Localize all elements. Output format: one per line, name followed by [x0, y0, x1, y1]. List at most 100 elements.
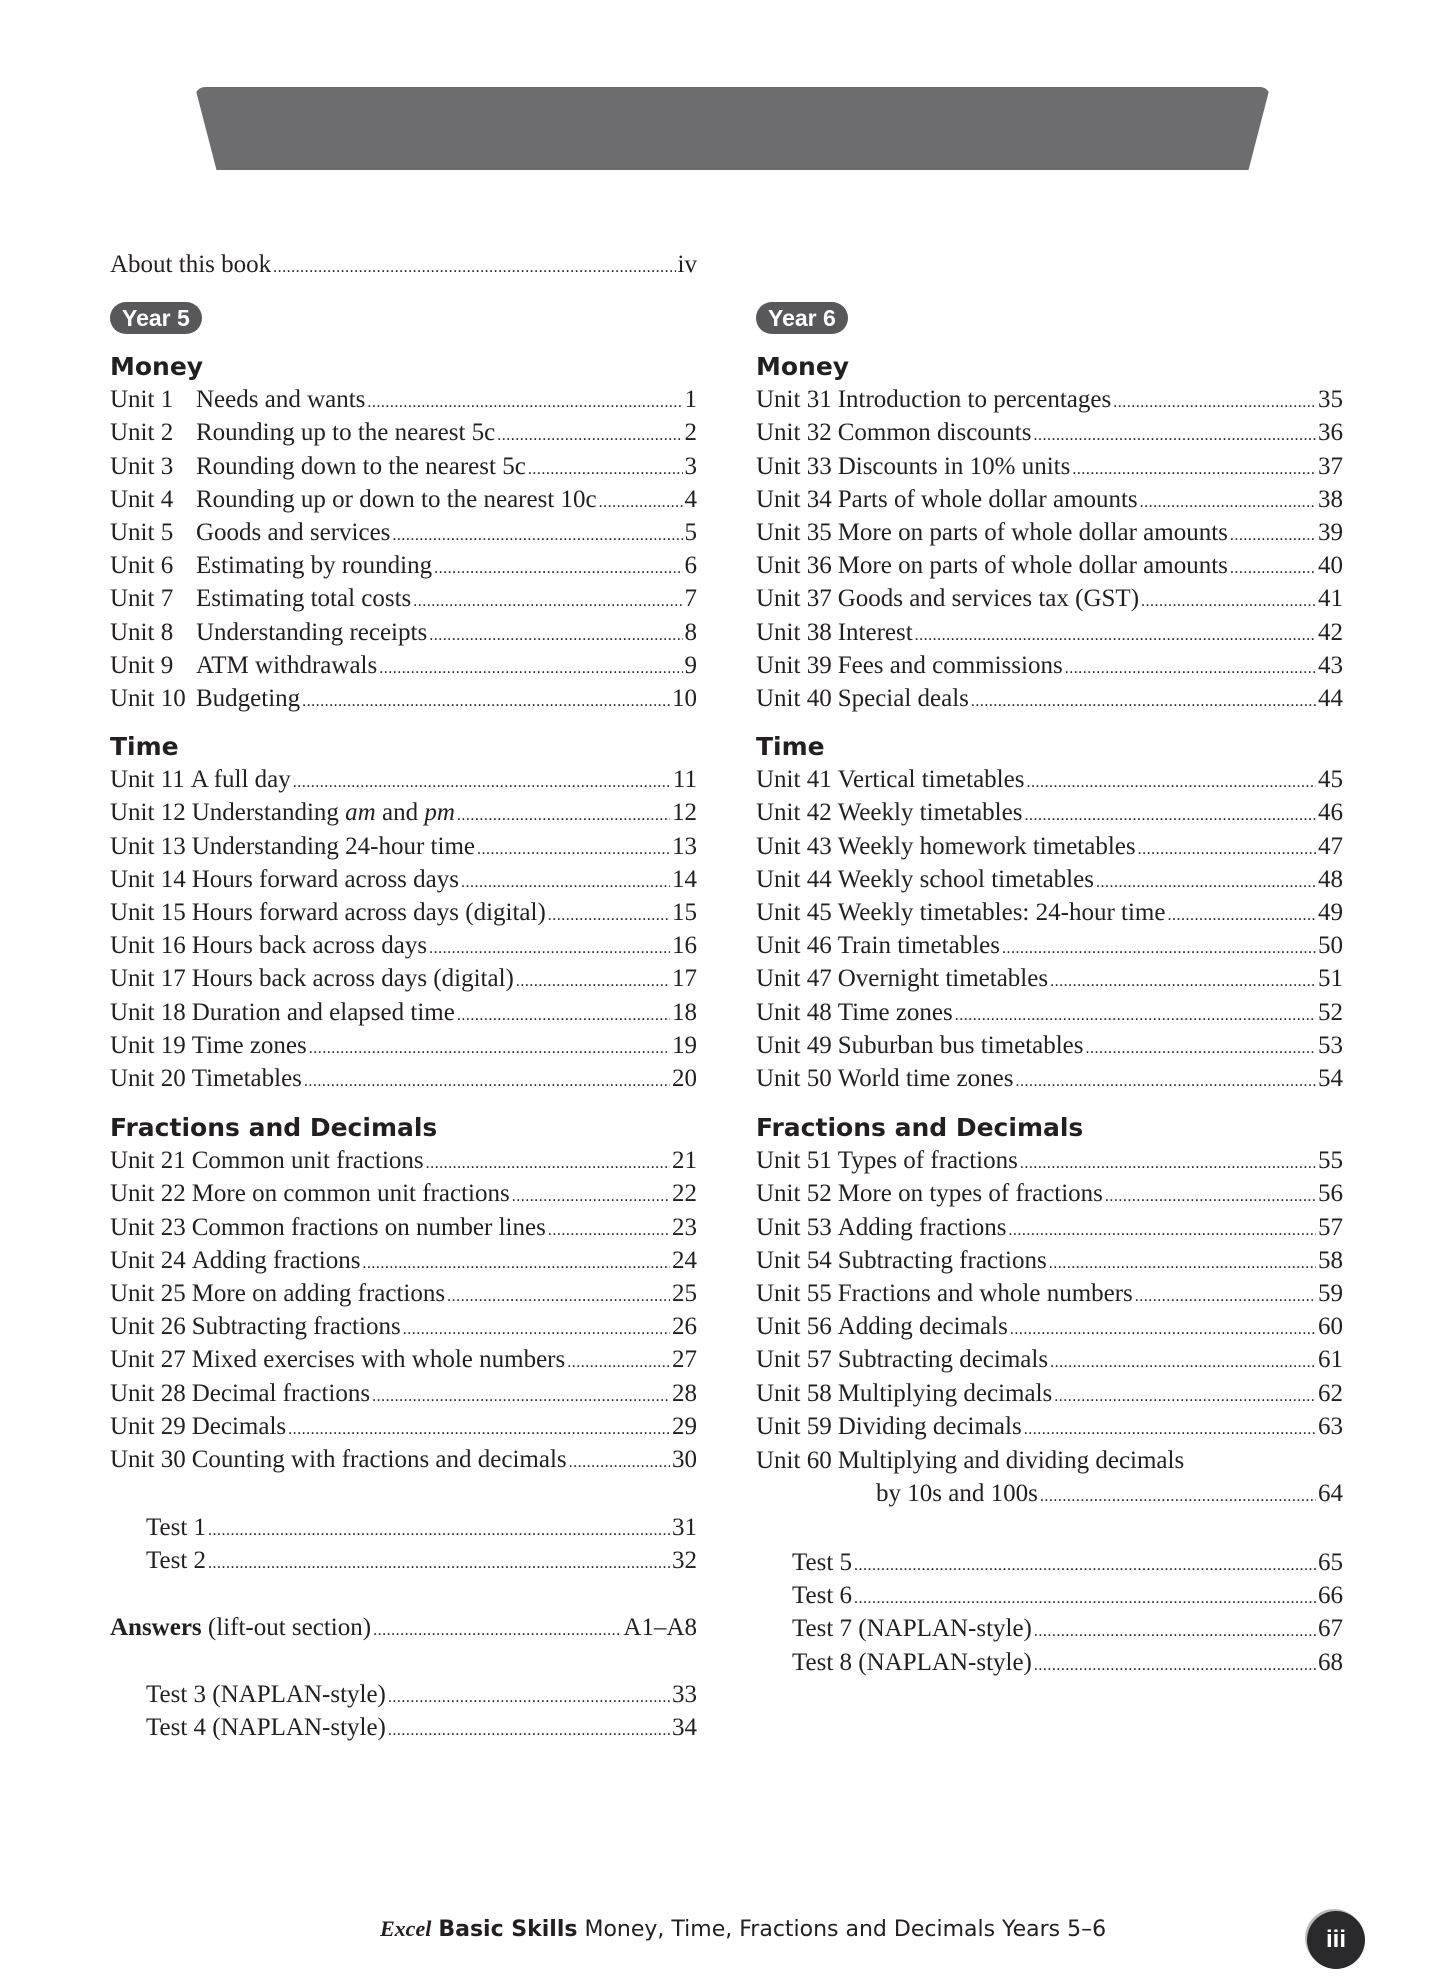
dot-leader [392, 516, 682, 552]
unit-number: Unit 57 [756, 1346, 832, 1374]
unit-number: Unit 44 [756, 865, 832, 893]
toc-entry[interactable]: Unit 5 Goods and services 5 [110, 516, 697, 549]
entry-page: 41 [1318, 585, 1343, 613]
toc-entry[interactable]: Unit 9 ATM withdrawals 9 [110, 649, 697, 682]
toc-entry[interactable]: Unit 27 Mixed exercises with whole number… [110, 1343, 697, 1376]
toc-entry[interactable]: Test 1 31 [110, 1511, 697, 1544]
unit-number: Unit 32 [756, 419, 832, 447]
entry-page: 49 [1318, 898, 1343, 926]
unit-number: Unit 53 [756, 1213, 832, 1241]
entry-page: 27 [672, 1346, 697, 1374]
entry-title: Weekly timetables: 24-hour time [837, 898, 1166, 926]
toc-entry[interactable]: Test 7 (NAPLAN-style) 67 [756, 1612, 1343, 1645]
entry-page: 24 [672, 1246, 697, 1274]
toc-entry[interactable]: Unit 3 Rounding down to the nearest 5c 3 [110, 450, 697, 483]
toc-entry[interactable]: Unit 7 Estimating total costs 7 [110, 582, 697, 615]
entry-title: Needs and wants [196, 386, 366, 414]
unit-number: Unit 43 [756, 832, 832, 860]
toc-entry[interactable]: Unit 8 Understanding receipts 8 [110, 616, 697, 649]
entry-page: 21 [672, 1147, 697, 1175]
unit-number: Unit 20 [110, 1064, 186, 1092]
dot-leader [1033, 416, 1316, 452]
dot-leader [373, 1611, 621, 1647]
toc-entry[interactable]: Test 5 65 [756, 1546, 1343, 1579]
entry-title: Introduction to percentages [837, 386, 1112, 414]
entry-page: 16 [672, 932, 697, 960]
answers-entry[interactable]: Answers (lift-out section) A1–A8 [110, 1611, 697, 1644]
dot-leader [1049, 1244, 1316, 1280]
toc-entry[interactable]: Unit 36 More on parts of whole dollar amo… [756, 549, 1343, 582]
toc-entry[interactable]: Unit 30 Counting with fractions and decim… [110, 1443, 697, 1476]
entry-page: 25 [672, 1279, 697, 1307]
toc-entry[interactable]: Unit 1 Needs and wants 1 [110, 383, 697, 416]
toc-entry[interactable]: Unit 4 Rounding up or down to the nearest… [110, 483, 697, 516]
entry-title: Fractions and whole numbers [837, 1279, 1133, 1307]
entry-page: 54 [1318, 1064, 1343, 1092]
toc-entry[interactable]: Unit 11A full day 11 [110, 763, 697, 796]
toc-entry[interactable]: Test 8 (NAPLAN-style) 68 [756, 1646, 1343, 1679]
entry-page: 53 [1318, 1031, 1343, 1059]
about-entry[interactable]: About this book iv [110, 248, 697, 281]
toc-entry[interactable]: Test 6 66 [756, 1579, 1343, 1612]
entry-title: Counting with fractions and decimals [191, 1445, 567, 1473]
toc-entry[interactable]: Test 2 32 [110, 1544, 697, 1577]
toc-entry[interactable]: Unit 15 Hours forward across days (digita… [110, 896, 697, 929]
entry-title: More on common unit fractions [191, 1180, 510, 1208]
toc-entry[interactable]: Unit 2 Rounding up to the nearest 5c 2 [110, 416, 697, 449]
toc-entry[interactable]: Unit 35 More on parts of whole dollar amo… [756, 516, 1343, 549]
unit-number: Unit 56 [756, 1313, 832, 1341]
toc-entry[interactable]: Unit 10 Budgeting 10 [110, 682, 697, 715]
dot-leader [1050, 1343, 1316, 1379]
toc-entry[interactable]: Unit 6 Estimating by rounding 6 [110, 549, 697, 582]
toc-entry[interactable]: Test 3 (NAPLAN-style) 33 [110, 1678, 697, 1711]
toc-entry[interactable]: Test 4 (NAPLAN-style) 34 [110, 1711, 697, 1744]
unit-60-entry[interactable]: Unit 60 Multiplying and dividing decimals… [756, 1444, 1343, 1510]
dot-leader [1140, 483, 1316, 519]
dot-leader [548, 896, 670, 932]
entry-page: 6 [684, 552, 698, 580]
